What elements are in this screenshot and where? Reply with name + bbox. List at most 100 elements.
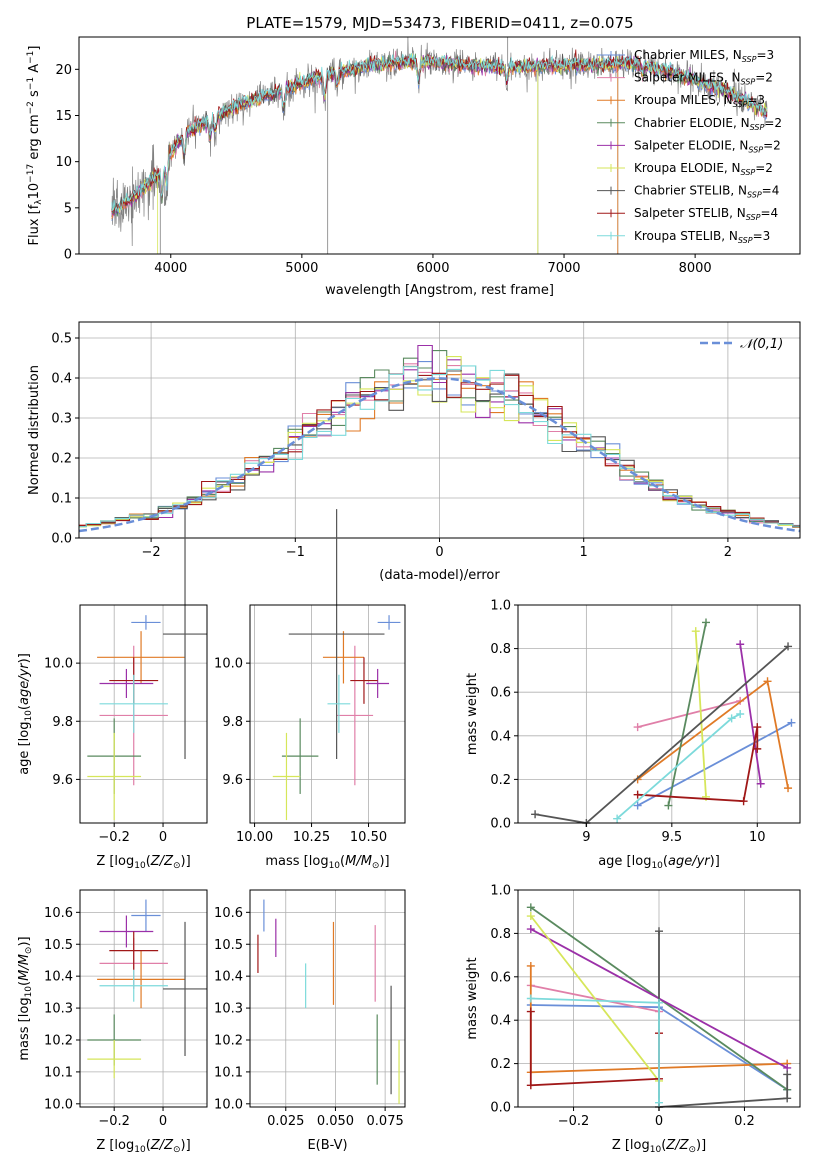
mass-vs-metallicity-panel: −0.2 0 10.0 10.1 10.2 10.3 10.4 10.5 10.6 Z [log1…	[17, 889, 208, 1155]
x-tick-label: −0.2	[98, 1114, 130, 1129]
x-tick-label: 9	[582, 830, 590, 845]
x-tick-label: −2	[142, 545, 161, 560]
axes-frame	[249, 604, 406, 824]
axes-frame	[517, 604, 801, 824]
model-spectrum-krou_stelib	[111, 53, 767, 213]
x-tick-label: 0	[655, 1114, 663, 1129]
x-tick-label: 9.5	[661, 830, 682, 845]
y-tick-label: 10.4	[214, 970, 243, 985]
weight-point-chab_elodie	[526, 903, 535, 912]
x-tick-label: −1	[286, 545, 305, 560]
weight-line-salp_stelib	[529, 1011, 660, 1087]
normal-reference-curve	[78, 377, 801, 533]
weight-point-chab_stelib	[783, 1070, 792, 1079]
legend-label-krou_stelib: Kroupa STELIB, NSSP=3	[634, 229, 770, 245]
mass-vs-extinction-panel: 0.025 0.050 0.075 10.0 10.1 10.2 10.3 10.4 10.5 1…	[214, 889, 406, 1153]
x-tick-label: 1	[580, 545, 588, 560]
y-tick-label: 0	[64, 248, 72, 263]
histogram-krou_stelib	[79, 365, 800, 528]
y-tick-label: 0.0	[51, 532, 72, 547]
weight-point-krou_elodie	[526, 912, 535, 921]
x-tick-label: 0	[159, 830, 167, 845]
legend-label-normal: 𝒩(0,1)	[740, 337, 783, 352]
y-tick-label: 20	[55, 63, 72, 78]
y-axis-label: Flux [fλ10−17 erg cm−2 s−1 A−1]	[26, 46, 44, 246]
age-vs-metallicity-panel: −0.2 0 9.6 9.8 10.0 Z [log10(Z/Z⊙)] age [log10…	[17, 509, 208, 871]
weight-point-salp_stelib	[526, 1007, 535, 1016]
weight-point-salp_stelib	[753, 744, 762, 753]
x-tick-label: 7000	[547, 261, 580, 276]
weight-point-chab_stelib	[531, 810, 540, 819]
weight-line-krou_elodie	[694, 631, 707, 797]
y-tick-label: 10	[55, 155, 72, 170]
weight-line-chab_elodie	[667, 622, 707, 806]
x-tick-label: 2	[724, 545, 732, 560]
weight-point-krou_stelib	[613, 814, 622, 823]
x-tick-label: 10.00	[236, 830, 273, 845]
weight-line-krou_stelib	[616, 713, 741, 820]
y-tick-label: 0.4	[490, 1014, 511, 1029]
y-tick-label: 10.6	[214, 906, 243, 921]
legend-label-chab_miles: Chabrier MILES, NSSP=3	[634, 48, 774, 64]
y-tick-label: 1.0	[490, 884, 511, 899]
weight-point-krou_stelib	[727, 714, 736, 723]
y-tick-label: 10.2	[44, 1033, 73, 1048]
y-tick-label: 0.4	[51, 372, 72, 387]
y-tick-label: 10.0	[214, 1097, 243, 1112]
y-tick-label: 0.6	[490, 970, 511, 985]
axes-frame	[78, 36, 801, 255]
weight-vs-metallicity-panel: −0.2 0 0.2 0.0 0.2 0.4 0.6 0.8 1.0 Z [log10(Z/Z⊙)…	[465, 884, 801, 1155]
x-tick-label: 0.025	[267, 1114, 304, 1129]
weight-point-chab_elodie	[664, 801, 673, 810]
x-axis-label: (data-model)/error	[379, 568, 500, 583]
axes-frame	[79, 889, 208, 1108]
weight-point-salp_stelib	[633, 790, 642, 799]
weight-line-krou_stelib	[530, 997, 660, 1103]
x-tick-label: 10.50	[350, 830, 387, 845]
weight-point-salp_stelib	[526, 1081, 535, 1090]
weight-point-salp_stelib	[739, 797, 748, 806]
legend-label-krou_miles: Kroupa MILES, NSSP=3	[634, 93, 765, 109]
x-tick-label: −0.2	[98, 830, 130, 845]
legend-label-salp_elodie: Salpeter ELODIE, NSSP=2	[634, 138, 781, 154]
y-tick-label: 0.1	[51, 492, 72, 507]
x-axis-label: age [log10(age/yr)]	[598, 854, 720, 871]
x-tick-label: 0	[435, 545, 443, 560]
y-tick-label: 10.6	[44, 906, 73, 921]
x-tick-label: 0	[159, 1114, 167, 1129]
weight-line-krou_elodie	[530, 915, 660, 1082]
x-axis-label: Z [log10(Z/Z⊙)]	[612, 1138, 706, 1155]
residuals-panel: −2 −1 0 1 2 0.0 0.1 0.2 0.3 0.4 0.5 (data-model)/er…	[27, 321, 801, 583]
x-tick-label: 10	[749, 830, 766, 845]
x-tick-label: 10.25	[293, 830, 330, 845]
axes-frame	[79, 604, 208, 824]
y-tick-label: 10.3	[214, 1002, 243, 1017]
axes-frame	[249, 889, 406, 1108]
x-axis-label: mass [log10(M/M⊙)]	[265, 854, 389, 871]
y-tick-label: 9.8	[222, 715, 243, 730]
y-tick-label: 10.5	[214, 938, 243, 953]
y-tick-label: 10.0	[44, 657, 73, 672]
y-axis-label: mass weight	[465, 673, 480, 755]
weight-point-chab_stelib	[655, 927, 663, 936]
x-axis-label: Z [log10(Z/Z⊙)]	[96, 854, 190, 871]
weight-point-salp_elodie	[526, 925, 535, 934]
legend-label-chab_stelib: Chabrier STELIB, NSSP=4	[634, 184, 779, 200]
weight-point-chab_elodie	[702, 618, 710, 627]
y-axis-label: mass [log10(M/M⊙)]	[17, 936, 34, 1060]
weight-line-salp_elodie	[739, 644, 762, 784]
y-tick-label: 10.5	[44, 938, 73, 953]
y-tick-label: 0.2	[51, 452, 72, 467]
y-tick-label: 0.5	[51, 332, 72, 347]
y-tick-label: 10.1	[44, 1065, 73, 1080]
y-tick-label: 0.3	[51, 412, 72, 427]
weight-point-krou_miles	[526, 961, 535, 970]
y-tick-label: 10.0	[44, 1097, 73, 1112]
weight-point-chab_stelib	[783, 1094, 792, 1103]
y-tick-label: 0.2	[490, 1057, 511, 1072]
weight-point-chab_miles	[787, 718, 796, 727]
weight-line-salp_stelib	[637, 726, 759, 803]
weight-vs-age-panel: 9 9.5 10 0.0 0.2 0.4 0.6 0.8 1.0 age [log10(age/y…	[465, 599, 801, 871]
y-tick-label: 10.0	[214, 657, 243, 672]
y-tick-label: 10.4	[44, 970, 73, 985]
